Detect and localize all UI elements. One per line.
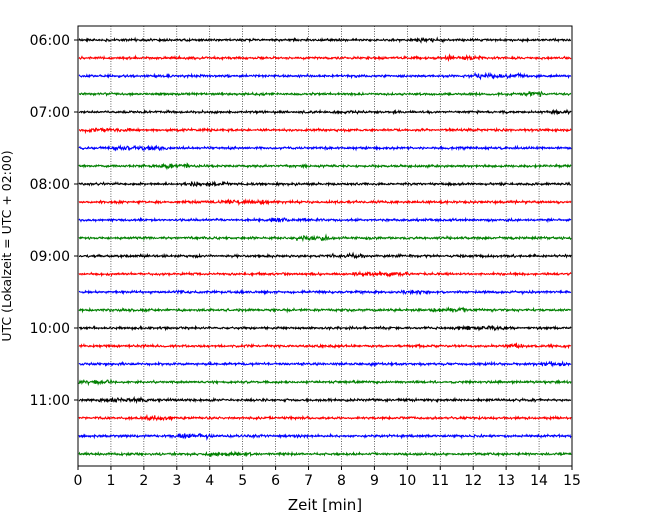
trace-0630 xyxy=(78,71,572,81)
trace-0845 xyxy=(78,233,572,243)
trace-0830 xyxy=(78,216,572,224)
x-tick-label: 13 xyxy=(497,473,515,489)
y-axis-label: UTC (Lokalzeit = UTC + 02:00) xyxy=(0,150,14,341)
x-tick-label: 8 xyxy=(337,473,346,489)
trace-0730 xyxy=(78,144,572,152)
y-tick-label: 09:00 xyxy=(30,249,70,265)
trace-1100 xyxy=(78,395,572,405)
y-tick-label: 11:00 xyxy=(30,393,70,409)
trace-0800 xyxy=(78,180,572,188)
trace-0645 xyxy=(78,90,572,98)
grid-lines xyxy=(110,26,540,466)
y-tick-label: 08:00 xyxy=(30,177,70,193)
x-tick-label: 15 xyxy=(563,473,581,489)
x-tick-label: 14 xyxy=(530,473,548,489)
trace-1030 xyxy=(78,360,572,368)
x-tick-label: 12 xyxy=(464,473,482,489)
x-tick-label: 1 xyxy=(106,473,115,489)
trace-1130 xyxy=(78,432,572,441)
x-tick-label: 0 xyxy=(74,473,83,489)
x-axis-label: Zeit [min] xyxy=(288,496,362,514)
trace-0745 xyxy=(78,162,572,171)
x-tick-label: 3 xyxy=(172,473,181,489)
y-tick-label: 10:00 xyxy=(30,321,70,337)
trace-1045 xyxy=(78,378,572,387)
trace-0600 xyxy=(78,36,572,44)
trace-0930 xyxy=(78,288,572,296)
plot-frame xyxy=(77,25,573,467)
trace-lines xyxy=(78,36,572,458)
y-axis-ticks: 06:00 07:00 08:00 09:00 10:00 11:00 xyxy=(30,33,78,409)
x-tick-label: 4 xyxy=(205,473,214,489)
trace-0615 xyxy=(78,53,572,62)
trace-1145 xyxy=(78,450,572,458)
trace-0715 xyxy=(78,126,572,135)
x-axis-ticks: 0 1 2 3 4 5 6 7 8 9 10 11 12 13 14 15 xyxy=(74,466,581,489)
x-tick-label: 9 xyxy=(370,473,379,489)
x-tick-label: 6 xyxy=(271,473,280,489)
y-tick-label: 06:00 xyxy=(30,33,70,49)
trace-0700 xyxy=(78,108,572,116)
x-tick-label: 10 xyxy=(398,473,416,489)
trace-1000 xyxy=(78,324,572,332)
x-tick-label: 7 xyxy=(304,473,313,489)
trace-0915 xyxy=(78,270,572,278)
trace-0900 xyxy=(78,251,572,260)
trace-0945 xyxy=(78,306,572,314)
y-tick-label: 07:00 xyxy=(30,105,70,121)
trace-1115 xyxy=(78,413,572,422)
x-tick-label: 2 xyxy=(139,473,148,489)
x-tick-label: 11 xyxy=(431,473,449,489)
trace-1015 xyxy=(78,342,572,350)
trace-0815 xyxy=(78,198,572,206)
x-tick-label: 5 xyxy=(238,473,247,489)
